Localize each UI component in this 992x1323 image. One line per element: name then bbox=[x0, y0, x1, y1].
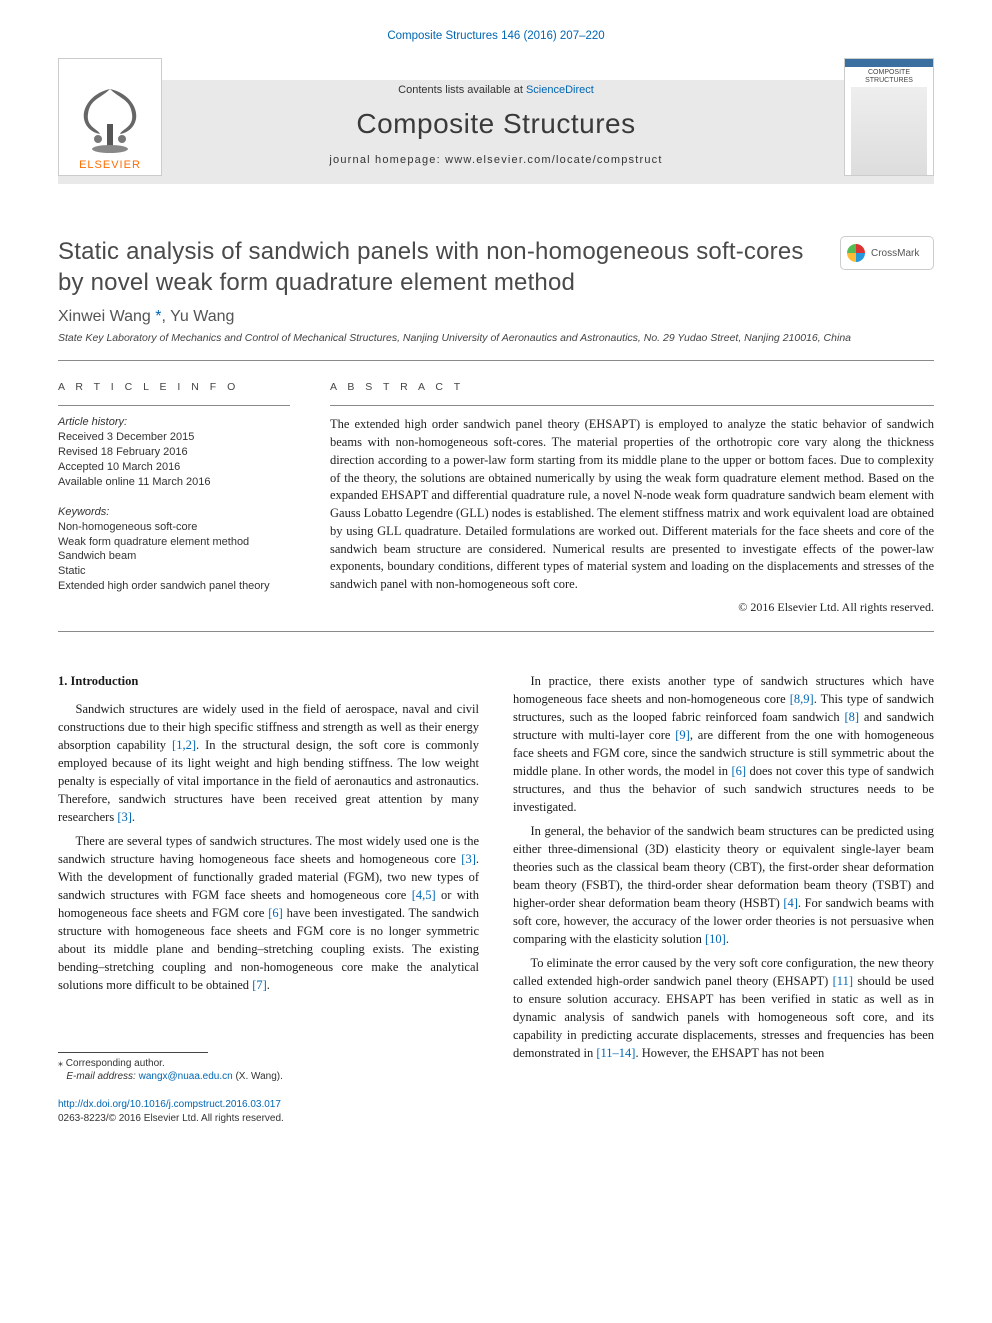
corresponding-author-note: ⁎ Corresponding author. bbox=[58, 1057, 479, 1071]
history-online: Available online 11 March 2016 bbox=[58, 475, 290, 490]
contents-prefix: Contents lists available at bbox=[398, 84, 526, 96]
intro-para-5: To eliminate the error caused by the ver… bbox=[513, 954, 934, 1062]
keyword-2: Weak form quadrature element method bbox=[58, 535, 290, 550]
keyword-3: Sandwich beam bbox=[58, 549, 290, 564]
cite-7[interactable]: [7] bbox=[252, 978, 267, 992]
keywords-label: Keywords: bbox=[58, 506, 290, 518]
cite-3b[interactable]: [3] bbox=[461, 852, 476, 866]
email-who: (X. Wang). bbox=[233, 1071, 283, 1082]
paper-title: Static analysis of sandwich panels with … bbox=[58, 236, 820, 298]
elsevier-wordmark: ELSEVIER bbox=[79, 159, 141, 171]
cover-stripe bbox=[845, 59, 933, 67]
corr-star: ⁎ bbox=[58, 1058, 66, 1069]
intro-para-4: In general, the behavior of the sandwich… bbox=[513, 822, 934, 948]
section-1-heading: 1. Introduction bbox=[58, 672, 479, 690]
banner-background: Contents lists available at ScienceDirec… bbox=[58, 80, 934, 184]
cite-11[interactable]: [11] bbox=[833, 974, 853, 988]
cite-3a[interactable]: [3] bbox=[117, 810, 132, 824]
rule-bottom bbox=[58, 631, 934, 632]
email-label: E-mail address: bbox=[66, 1071, 135, 1082]
article-info-head: A R T I C L E I N F O bbox=[58, 381, 290, 393]
journal-banner: Contents lists available at ScienceDirec… bbox=[58, 58, 934, 208]
cite-4[interactable]: [4] bbox=[783, 896, 798, 910]
doi-block: http://dx.doi.org/10.1016/j.compstruct.2… bbox=[58, 1098, 479, 1127]
homepage-line: journal homepage: www.elsevier.com/locat… bbox=[329, 154, 662, 166]
elsevier-logo: ELSEVIER bbox=[58, 58, 162, 176]
keyword-1: Non-homogeneous soft-core bbox=[58, 520, 290, 535]
crossmark-label: CrossMark bbox=[871, 248, 919, 259]
doi-link[interactable]: http://dx.doi.org/10.1016/j.compstruct.2… bbox=[58, 1099, 281, 1110]
cite-1-2[interactable]: [1,2] bbox=[172, 738, 196, 752]
abstract-head-rule bbox=[330, 405, 934, 406]
author-1: Xinwei Wang bbox=[58, 308, 151, 325]
cover-title: COMPOSITE STRUCTURES bbox=[845, 69, 933, 84]
cite-4-5[interactable]: [4,5] bbox=[412, 888, 436, 902]
authors-line: Xinwei Wang *, Yu Wang bbox=[58, 308, 934, 326]
email-line: E-mail address: wangx@nuaa.edu.cn (X. Wa… bbox=[58, 1070, 479, 1084]
issn-copyright: 0263-8223/© 2016 Elsevier Ltd. All right… bbox=[58, 1113, 284, 1124]
homepage-label: journal homepage: bbox=[329, 154, 445, 166]
info-head-rule bbox=[58, 405, 290, 406]
cite-11-14[interactable]: [11–14] bbox=[596, 1046, 635, 1060]
cite-10[interactable]: [10] bbox=[705, 932, 726, 946]
history-label: Article history: bbox=[58, 416, 290, 428]
cite-6a[interactable]: [6] bbox=[268, 906, 283, 920]
affiliation: State Key Laboratory of Mechanics and Co… bbox=[58, 332, 934, 344]
crossmark-icon bbox=[847, 244, 865, 262]
sciencedirect-link[interactable]: ScienceDirect bbox=[526, 84, 594, 96]
history-revised: Revised 18 February 2016 bbox=[58, 445, 290, 460]
abstract-column: A B S T R A C T The extended high order … bbox=[330, 381, 934, 615]
rule-top bbox=[58, 360, 934, 361]
history-received: Received 3 December 2015 bbox=[58, 430, 290, 445]
cite-8[interactable]: [8] bbox=[844, 710, 859, 724]
journal-cover-thumbnail: COMPOSITE STRUCTURES bbox=[844, 58, 934, 176]
cover-body bbox=[851, 87, 927, 175]
author-2: Yu Wang bbox=[170, 308, 234, 325]
keyword-5: Extended high order sandwich panel theor… bbox=[58, 579, 290, 594]
body-column-right: In practice, there exists another type o… bbox=[513, 672, 934, 1127]
citation-link[interactable]: Composite Structures 146 (2016) 207–220 bbox=[58, 30, 934, 42]
cite-9[interactable]: [9] bbox=[675, 728, 690, 742]
email-link[interactable]: wangx@nuaa.edu.cn bbox=[139, 1071, 233, 1082]
cite-8-9[interactable]: [8,9] bbox=[790, 692, 814, 706]
abstract-body: The extended high order sandwich panel t… bbox=[330, 416, 934, 594]
history-accepted: Accepted 10 March 2016 bbox=[58, 460, 290, 475]
abstract-copyright: © 2016 Elsevier Ltd. All rights reserved… bbox=[330, 600, 934, 615]
body-column-left: 1. Introduction Sandwich structures are … bbox=[58, 672, 479, 1127]
abstract-head: A B S T R A C T bbox=[330, 381, 934, 393]
homepage-url[interactable]: www.elsevier.com/locate/compstruct bbox=[445, 154, 662, 166]
crossmark-badge[interactable]: CrossMark bbox=[840, 236, 934, 270]
cite-6b[interactable]: [6] bbox=[731, 764, 746, 778]
article-info-column: A R T I C L E I N F O Article history: R… bbox=[58, 381, 290, 615]
intro-para-2: There are several types of sandwich stru… bbox=[58, 832, 479, 994]
elsevier-tree-icon bbox=[70, 79, 150, 157]
journal-name: Composite Structures bbox=[356, 108, 635, 140]
intro-para-1: Sandwich structures are widely used in t… bbox=[58, 700, 479, 826]
author-sep: , bbox=[161, 308, 170, 325]
corr-label: Corresponding author. bbox=[66, 1058, 165, 1069]
intro-para-3: In practice, there exists another type o… bbox=[513, 672, 934, 816]
keyword-4: Static bbox=[58, 564, 290, 579]
contents-lists-line: Contents lists available at ScienceDirec… bbox=[398, 84, 594, 96]
